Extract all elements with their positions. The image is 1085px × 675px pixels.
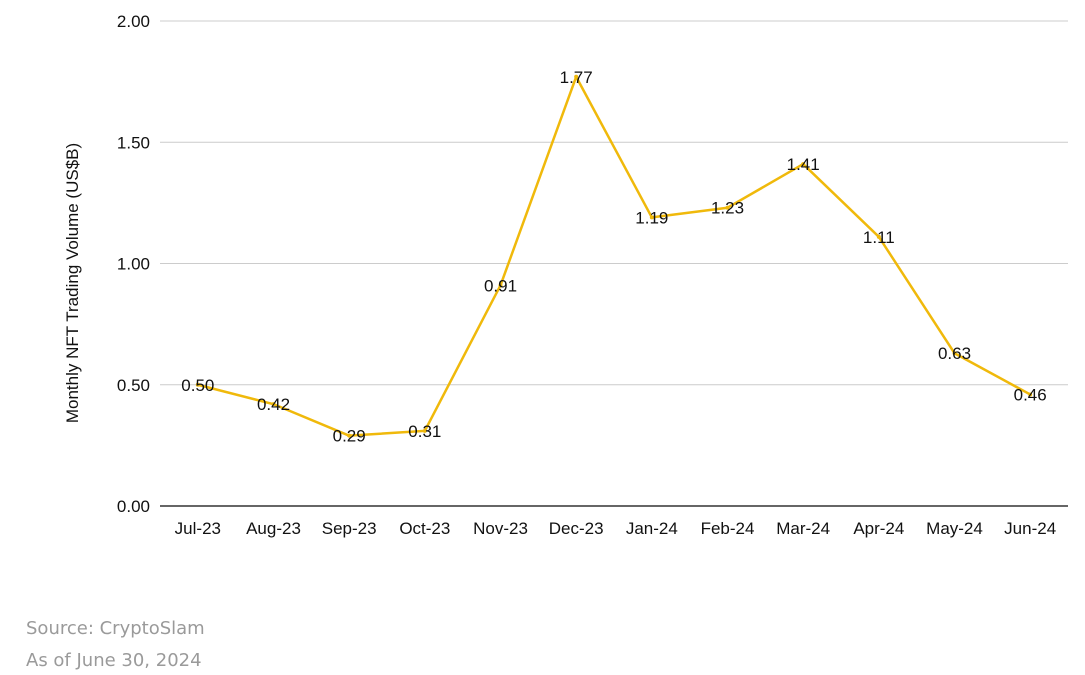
data-label: 0.50 [181,376,214,395]
x-tick-label: Sep-23 [322,519,377,538]
nft-volume-line-chart: 0.00 0.50 1.00 1.50 2.00 Jul-23 Aug-23 Sep-23 O… [63,12,1068,538]
data-point [725,205,730,210]
data-point [649,215,654,220]
x-tick-label: Jun-24 [1004,519,1056,538]
data-point [422,428,427,433]
data-label: 0.31 [408,422,441,441]
data-label: 0.46 [1014,385,1047,404]
data-label: 0.29 [333,427,366,446]
x-tick-label: Dec-23 [549,519,604,538]
data-label: 1.19 [635,208,668,227]
data-point [498,283,503,288]
data-point [1028,392,1033,397]
data-labels: 0.50 0.42 0.29 0.31 0.91 1.77 1.19 1.23 1.41 1.11… [181,68,1046,446]
data-point [347,433,352,438]
y-tick-label: 2.00 [117,12,150,31]
x-tick-label: Jan-24 [626,519,678,538]
x-tick-label: Nov-23 [473,519,528,538]
y-tick-label: 1.50 [117,133,150,152]
x-tick-label: Mar-24 [776,519,830,538]
data-label: 1.23 [711,199,744,218]
data-point [195,382,200,387]
x-tick-label: Feb-24 [701,519,755,538]
data-point [876,234,881,239]
data-label: 0.63 [938,344,971,363]
y-tick-label: 1.00 [117,255,150,274]
data-point [801,162,806,167]
x-tick-label: Apr-24 [853,519,904,538]
source-note: Source: CryptoSlam [26,618,205,639]
as-of-date-note: As of June 30, 2024 [26,650,202,671]
data-points [195,74,1033,438]
y-tick-label: 0.50 [117,376,150,395]
y-tick-label: 0.00 [117,497,150,516]
x-axis-ticks: Jul-23 Aug-23 Sep-23 Oct-23 Nov-23 Dec-23 Jan-… [175,519,1056,538]
x-tick-label: Oct-23 [399,519,450,538]
x-tick-label: May-24 [926,519,983,538]
x-tick-label: Jul-23 [175,519,221,538]
data-point [952,351,957,356]
data-point [574,74,579,79]
data-label: 0.42 [257,395,290,414]
data-label: 1.77 [560,68,593,87]
data-point [271,402,276,407]
y-axis-title: Monthly NFT Trading Volume (US$B) [63,143,82,423]
x-tick-label: Aug-23 [246,519,301,538]
gridlines [160,20,1068,507]
series-line [197,75,1031,437]
data-label: 1.41 [787,155,820,174]
y-axis-ticks: 0.00 0.50 1.00 1.50 2.00 [117,12,150,516]
data-label: 1.11 [863,228,895,247]
data-label: 0.91 [484,276,517,295]
